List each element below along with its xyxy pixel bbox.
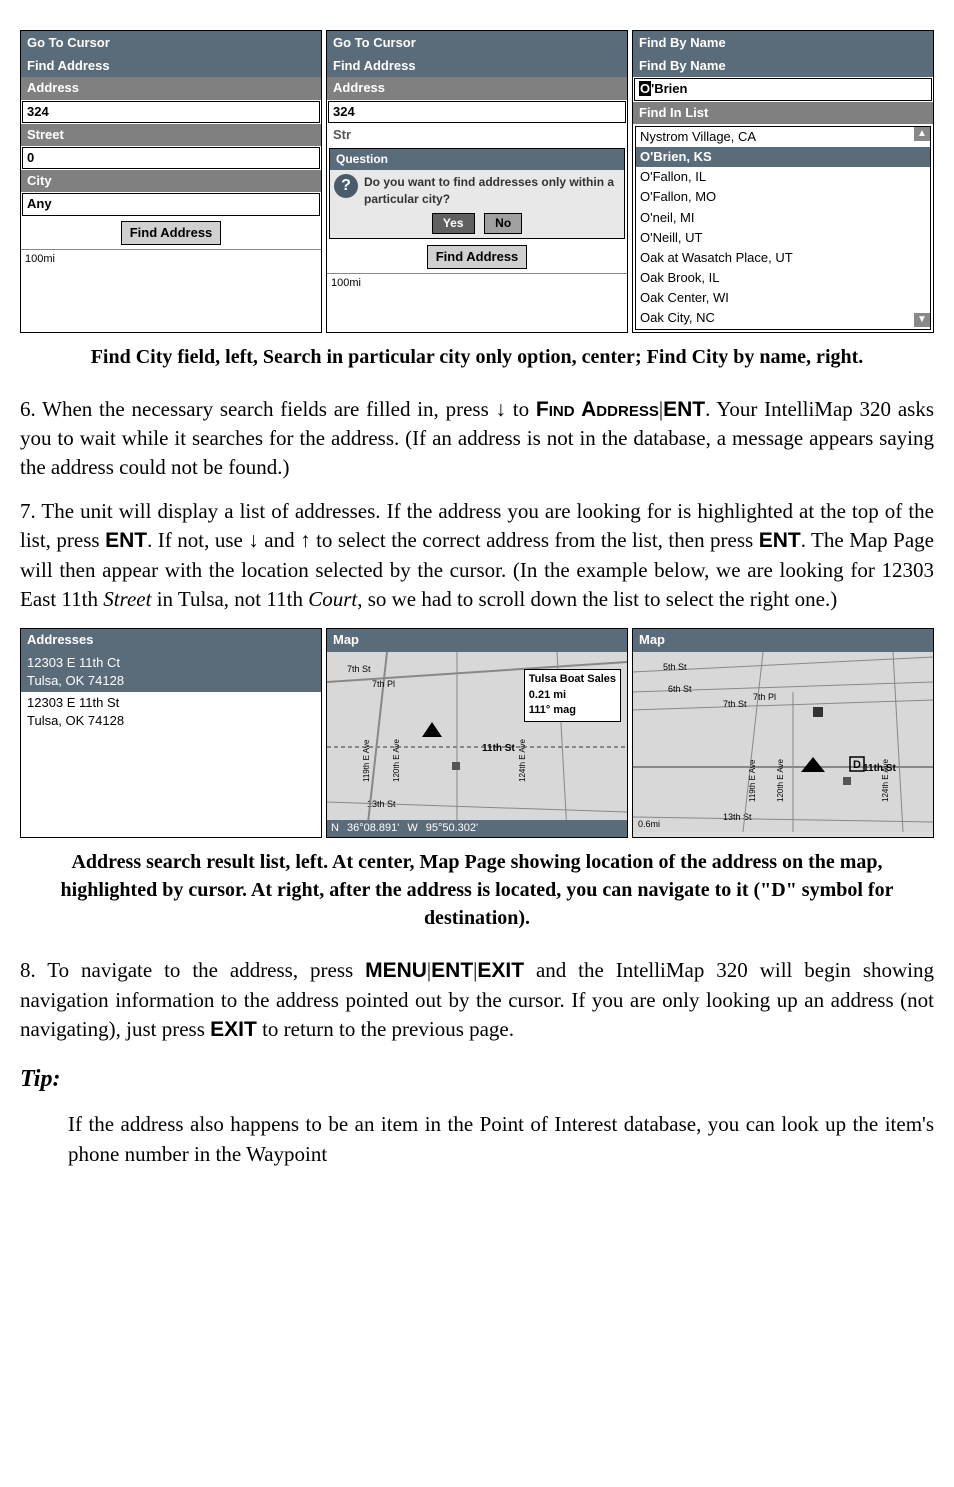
address-input[interactable]: 324	[22, 101, 320, 123]
svg-text:11th St: 11th St	[863, 763, 896, 774]
svg-text:11th St: 11th St	[482, 743, 515, 754]
svg-text:7th Pl: 7th Pl	[372, 679, 395, 689]
map-title: Map	[633, 629, 933, 651]
subtitlebar: Find Address	[21, 55, 321, 77]
address-item[interactable]: 12303 E 11th Ct Tulsa, OK 74128	[21, 652, 321, 692]
gps-panel-map-center: Map 11th St 13th St 119th E Ave 120th E …	[326, 628, 628, 838]
svg-text:5th St: 5th St	[663, 662, 687, 672]
para-6-text: 6. When the necessary search fields are …	[20, 397, 536, 421]
tip-heading: Tip:	[20, 1063, 934, 1097]
address-label: Address	[327, 77, 627, 99]
svg-text:120th E Ave: 120th E Ave	[392, 738, 401, 782]
svg-text:124th E Ave: 124th E Ave	[518, 738, 527, 782]
svg-text:D: D	[853, 759, 861, 771]
street-label: Street	[21, 124, 321, 146]
caption-2: Address search result list, left. At cen…	[60, 848, 894, 932]
addresses-title: Addresses	[21, 629, 321, 651]
map-coords: N 36°08.891' W 95°50.302'	[327, 820, 627, 837]
key-ent: ENT	[105, 529, 147, 552]
list-item[interactable]: O'Brien, KS	[636, 147, 930, 167]
list-item[interactable]: O'Neill, UT	[636, 228, 930, 248]
svg-text:119th E Ave: 119th E Ave	[362, 739, 371, 782]
popup-dist: 0.21 mi	[529, 688, 616, 703]
scroll-down-icon[interactable]: ▼	[914, 313, 930, 327]
list-item[interactable]: Nystrom Village, CA	[636, 127, 930, 147]
yes-button[interactable]: Yes	[432, 213, 475, 234]
question-icon: ?	[334, 174, 358, 198]
city-label: City	[21, 170, 321, 192]
address-item[interactable]: 12303 E 11th St Tulsa, OK 74128	[21, 692, 321, 732]
popup-bearing: 111° mag	[529, 703, 616, 718]
address-label: Address	[21, 77, 321, 99]
popup-name: Tulsa Boat Sales	[529, 672, 616, 687]
street-input[interactable]: 0	[22, 147, 320, 169]
svg-text:7th St: 7th St	[723, 699, 747, 709]
tip-body: If the address also happens to be an ite…	[68, 1110, 934, 1169]
screenshot-row-1: Go To Cursor Find Address Address 324 St…	[20, 30, 934, 333]
gps-panel-address-list: Addresses 12303 E 11th Ct Tulsa, OK 7412…	[20, 628, 322, 838]
subtitlebar: Find By Name	[633, 55, 933, 77]
scroll-up-icon[interactable]: ▲	[914, 127, 930, 141]
input-rest: 'Brien	[651, 81, 687, 96]
svg-text:7th St: 7th St	[347, 664, 371, 674]
list-item[interactable]: Oak Brook, IL	[636, 268, 930, 288]
gps-panel-find-address-center: Go To Cursor Find Address Address 324 St…	[326, 30, 628, 333]
key-exit: EXIT	[210, 1018, 257, 1041]
key-ent: ENT	[431, 959, 473, 982]
map-title: Map	[327, 629, 627, 651]
svg-text:119th E Ave: 119th E Ave	[748, 759, 757, 802]
find-address-button[interactable]: Find Address	[121, 221, 222, 245]
svg-text:6th St: 6th St	[668, 684, 692, 694]
key-exit: EXIT	[477, 959, 524, 982]
list-item[interactable]: Oak at Wasatch Place, UT	[636, 248, 930, 268]
list-item[interactable]: O'neil, MI	[636, 208, 930, 228]
map-svg: 5th St 6th St 7th St 7th Pl 11th St 13th…	[633, 652, 933, 832]
question-dialog: Question ? Do you want to find addresses…	[329, 148, 625, 239]
find-address-button[interactable]: Find Address	[427, 245, 528, 269]
italic-court: Court	[308, 587, 357, 611]
titlebar: Go To Cursor	[21, 31, 321, 55]
svg-text:120th E Ave: 120th E Ave	[776, 758, 785, 802]
caption-1: Find City field, left, Search in particu…	[60, 343, 894, 371]
street-partial: Str	[327, 124, 627, 146]
svg-text:13th St: 13th St	[723, 812, 752, 822]
map-popup: Tulsa Boat Sales 0.21 mi 111° mag	[524, 669, 621, 721]
key-ent: ENT	[759, 529, 801, 552]
address-input[interactable]: 324	[328, 101, 626, 123]
scale-bar: 100mi	[21, 249, 321, 269]
list-item[interactable]: O'Fallon, IL	[636, 167, 930, 187]
titlebar: Find By Name	[633, 31, 933, 55]
address-list[interactable]: 12303 E 11th Ct Tulsa, OK 7412812303 E 1…	[21, 652, 321, 733]
scale-bar: 100mi	[327, 273, 627, 293]
city-list[interactable]: ▲ Nystrom Village, CAO'Brien, KSO'Fallon…	[635, 126, 931, 330]
para-7: 7. The unit will display a list of addre…	[20, 497, 934, 615]
svg-text:7th Pl: 7th Pl	[753, 692, 776, 702]
find-in-list-label: Find In List	[633, 102, 933, 124]
key-menu: MENU	[365, 959, 427, 982]
svg-text:0.6mi: 0.6mi	[638, 819, 660, 829]
subtitlebar: Find Address	[327, 55, 627, 77]
italic-street: Street	[103, 587, 151, 611]
gps-panel-find-address-left: Go To Cursor Find Address Address 324 St…	[20, 30, 322, 333]
list-item[interactable]: Oak City, NC	[636, 308, 930, 328]
no-button[interactable]: No	[484, 213, 522, 234]
city-input[interactable]: Any	[22, 193, 320, 215]
gps-panel-find-by-name: Find By Name Find By Name O'Brien Find I…	[632, 30, 934, 333]
para-8: 8. To navigate to the address, press MEN…	[20, 956, 934, 1044]
para-6: 6. When the necessary search fields are …	[20, 395, 934, 483]
gps-panel-map-right: Map 5th St 6th St 7th St 7th Pl 11th St …	[632, 628, 934, 838]
name-input[interactable]: O'Brien	[634, 78, 932, 100]
list-item[interactable]: O'Fallon, MO	[636, 187, 930, 207]
key-find-address: Find Address	[536, 398, 659, 421]
cursor-char: O	[639, 81, 651, 96]
list-item[interactable]: Oak Center, WI	[636, 288, 930, 308]
svg-text:124th E Ave: 124th E Ave	[881, 758, 890, 802]
dialog-text: Do you want to find addresses only withi…	[364, 174, 620, 208]
screenshot-row-2: Addresses 12303 E 11th Ct Tulsa, OK 7412…	[20, 628, 934, 838]
key-ent: ENT	[663, 398, 705, 421]
titlebar: Go To Cursor	[327, 31, 627, 55]
dialog-title: Question	[330, 149, 624, 170]
